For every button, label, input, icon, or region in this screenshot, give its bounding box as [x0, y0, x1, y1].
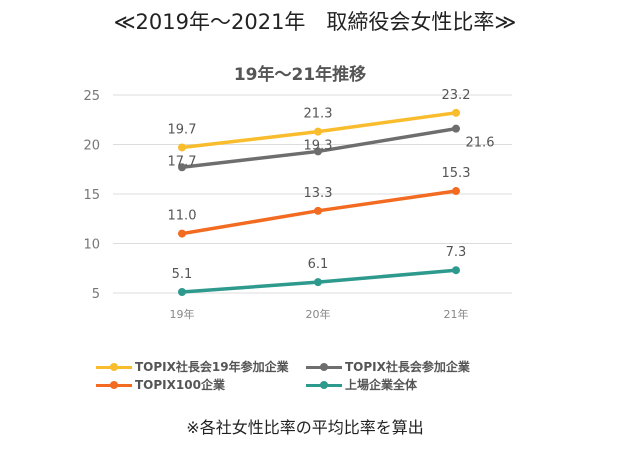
- page-title: ≪2019年～2021年 取締役会女性比率≫: [113, 10, 517, 34]
- data-label: 19.7: [168, 122, 197, 137]
- legend-item: 上場企業全体: [306, 376, 417, 393]
- legend-item: TOPIX社長会参加企業: [306, 358, 470, 375]
- data-point: [452, 187, 460, 196]
- y-tick-label: 15: [83, 188, 100, 203]
- legend-label: TOPIX社長会参加企業: [345, 360, 470, 374]
- x-tick-label: 21年: [444, 307, 469, 321]
- legend-item: TOPIX100企業: [96, 376, 225, 393]
- legend-swatch: [306, 378, 342, 392]
- legend-swatch: [96, 360, 132, 374]
- y-tick-label: 10: [83, 238, 100, 253]
- data-label: 17.7: [168, 154, 197, 169]
- data-label: 15.3: [442, 166, 471, 181]
- x-tick-label: 20年: [306, 307, 331, 321]
- data-label: 6.1: [308, 257, 329, 272]
- y-tick-label: 5: [92, 287, 100, 302]
- x-tick-label: 19年: [170, 307, 195, 321]
- data-point: [178, 163, 186, 172]
- footnote: ※各社女性比率の平均比率を算出: [186, 418, 424, 437]
- data-point: [314, 147, 322, 156]
- data-point: [314, 278, 322, 287]
- legend-item: TOPIX社長会19年参加企業: [96, 358, 289, 375]
- data-point: [314, 127, 322, 136]
- data-point: [452, 108, 460, 117]
- data-label: 21.3: [304, 107, 333, 122]
- data-label: 23.2: [442, 88, 471, 103]
- data-point: [314, 206, 322, 215]
- data-label: 13.3: [304, 186, 333, 201]
- data-point: [452, 124, 460, 133]
- data-point: [178, 143, 186, 152]
- legend-swatch: [306, 360, 342, 374]
- data-label: 7.3: [446, 245, 467, 260]
- legend-swatch: [96, 378, 132, 392]
- data-label: 19.3: [304, 138, 333, 153]
- legend-label: TOPIX100企業: [135, 378, 225, 392]
- data-label: 11.0: [168, 209, 197, 224]
- legend-label: TOPIX社長会19年参加企業: [135, 360, 289, 374]
- legend-label: 上場企業全体: [345, 378, 418, 392]
- data-point: [178, 288, 186, 297]
- data-point: [452, 266, 460, 275]
- line-chart: 5 10 15 20 25 19年 20年 21年 19.7 21.3 23.2 17.7 19.3 21…: [83, 88, 512, 321]
- data-label: 5.1: [172, 267, 193, 282]
- y-tick-label: 25: [83, 89, 100, 104]
- chart-title: 19年～21年推移: [233, 65, 367, 85]
- data-label: 21.6: [466, 136, 495, 151]
- y-tick-label: 20: [83, 139, 100, 154]
- data-point: [178, 229, 186, 238]
